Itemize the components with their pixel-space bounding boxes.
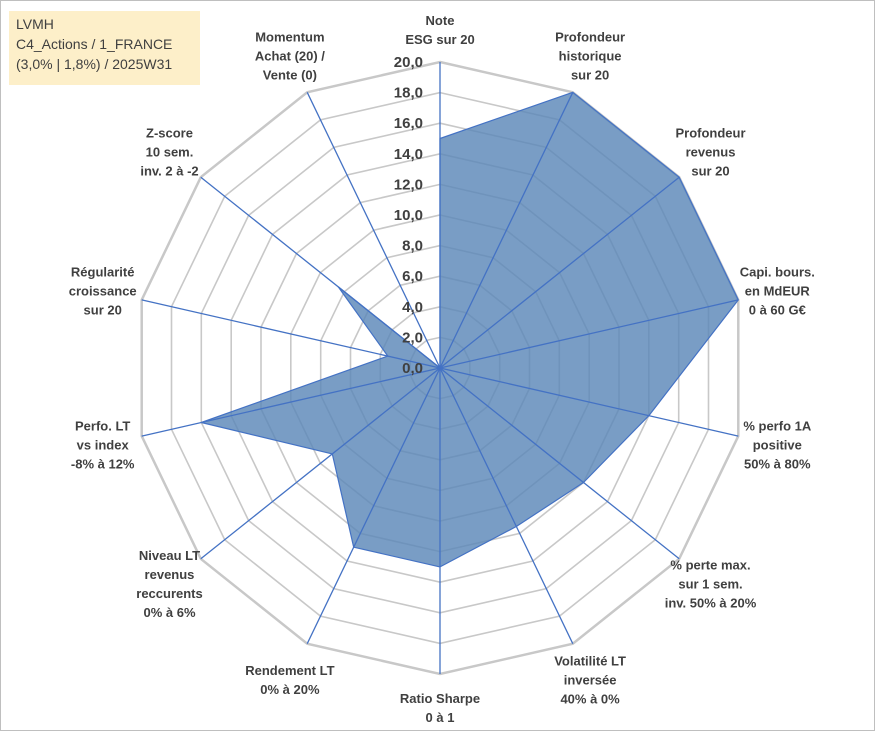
axis-label-line: Régularité: [70, 264, 135, 280]
spoke-1: [439, 92, 574, 369]
axis-label-3: Capi. bours. en MdEUR 0 à 60 G€: [740, 263, 815, 320]
tick-label-7: 14,0: [394, 146, 423, 163]
axis-label-2: Profondeur revenus sur 20: [675, 124, 745, 181]
axis-label-5: % perte max. sur 1 sem. inv. 50% à 20%: [665, 555, 757, 612]
axis-label-line: 10 sem.: [145, 144, 194, 160]
axis-label-line: historique: [558, 48, 622, 64]
axis-label-line: % perfo 1A: [743, 418, 812, 434]
axis-label-line: ESG sur 20: [405, 32, 475, 47]
info-company: LVMH: [16, 16, 54, 32]
axis-label-line: % perte max.: [670, 557, 751, 573]
axis-label-line: Note: [425, 13, 455, 28]
spoke-9: [200, 367, 441, 560]
tick-label-8: 16,0: [394, 115, 423, 132]
axis-label-12: Z-score 10 sem. inv. 2 à -2: [140, 124, 198, 181]
axis-label-line: Ratio Sharpe: [399, 691, 481, 706]
axis-label-line: vs index: [76, 437, 129, 453]
spoke-11: [141, 299, 441, 369]
axis-label-line: Volatilité LT: [554, 653, 626, 669]
axis-label-13: Momentum Achat (20) / Vente (0): [255, 28, 325, 85]
axis-label-0: Note ESG sur 20: [405, 11, 474, 49]
spoke-4: [439, 367, 739, 437]
axis-label-line: revenus: [144, 566, 195, 582]
axis-label-line: Perfo. LT: [75, 418, 131, 434]
spoke-8: [306, 367, 441, 644]
spoke-3: [439, 299, 739, 369]
axis-label-line: Rendement LT: [245, 662, 335, 678]
axis-label-1: Profondeur historique sur 20: [555, 28, 625, 85]
axis-label-line: Z-score: [146, 125, 193, 141]
axis-label-line: sur 20: [570, 67, 610, 83]
spoke-10: [141, 367, 441, 437]
axis-label-7: Ratio Sharpe 0 à 1: [400, 689, 480, 727]
series-area-0: [200, 91, 739, 568]
axis-label-line: inv. 2 à -2: [140, 163, 199, 179]
spoke-6: [439, 367, 574, 644]
axis-label-line: positive: [752, 437, 802, 453]
info-box: LVMH C4_Actions / 1_FRANCE (3,0% | 1,8%)…: [9, 11, 200, 85]
info-category: C4_Actions / 1_FRANCE: [16, 36, 173, 52]
tick-label-3: 6,0: [402, 268, 423, 285]
tick-label-9: 18,0: [394, 85, 423, 102]
axis-label-line: croissance: [68, 283, 137, 299]
tick-label-5: 10,0: [394, 207, 423, 224]
radar-spokes: [141, 62, 739, 674]
spoke-2: [439, 176, 680, 369]
axis-label-line: Momentum: [255, 29, 325, 45]
radial-tick-labels: 0,0 2,0 4,0 6,0 8,0 10,0 12,0 14,0 16,0 18,0 20,0: [394, 54, 423, 377]
axis-label-line: -8% à 12%: [70, 456, 135, 472]
info-period: (3,0% | 1,8%) / 2025W31: [16, 56, 173, 72]
axis-label-line: Vente (0): [262, 67, 317, 83]
radar-series: [200, 91, 739, 568]
axis-label-line: 0% à 6%: [143, 604, 196, 620]
tick-label-10: 20,0: [394, 54, 423, 71]
axis-label-4: % perfo 1A positive 50% à 80%: [743, 417, 811, 474]
axis-label-line: sur 20: [691, 163, 730, 179]
axis-label-8: Rendement LT 0% à 20%: [245, 661, 334, 699]
axis-label-6: Volatilité LT inversée 40% à 0%: [554, 651, 626, 708]
axis-label-10: Perfo. LT vs index -8% à 12%: [71, 417, 135, 474]
axis-label-line: en MdEUR: [744, 283, 810, 299]
spoke-12: [200, 176, 441, 369]
axis-label-line: sur 20: [83, 302, 122, 318]
tick-label-1: 2,0: [402, 329, 423, 346]
axis-label-line: 40% à 0%: [560, 691, 620, 707]
axis-label-line: Achat (20) /: [254, 48, 325, 64]
axis-label-line: Profondeur: [675, 125, 746, 141]
axis-label-line: inv. 50% à 20%: [664, 595, 757, 611]
axis-label-11: Régularité croissance sur 20: [69, 263, 137, 320]
axis-label-line: reccurents: [136, 585, 203, 601]
axis-label-line: 0 à 60 G€: [748, 302, 806, 318]
axis-label-line: inversée: [563, 672, 617, 688]
axis-label-line: Profondeur: [555, 29, 626, 45]
axis-label-line: revenus: [685, 144, 736, 160]
axis-label-line: 0 à 1: [425, 710, 455, 725]
axis-label-line: 50% à 80%: [744, 456, 811, 472]
axis-label-line: sur 1 sem.: [678, 576, 743, 592]
tick-label-4: 8,0: [402, 238, 423, 255]
axis-label-line: Niveau LT: [138, 547, 201, 563]
spoke-13: [306, 92, 441, 369]
tick-label-0: 0,0: [402, 360, 423, 377]
axis-label-9: Niveau LT revenus reccurents 0% à 6%: [136, 546, 202, 622]
spoke-5: [439, 367, 680, 560]
tick-label-2: 4,0: [402, 299, 423, 316]
axis-label-line: Capi. bours.: [739, 264, 815, 280]
tick-label-6: 12,0: [394, 176, 423, 193]
axis-label-line: 0% à 20%: [260, 681, 320, 697]
